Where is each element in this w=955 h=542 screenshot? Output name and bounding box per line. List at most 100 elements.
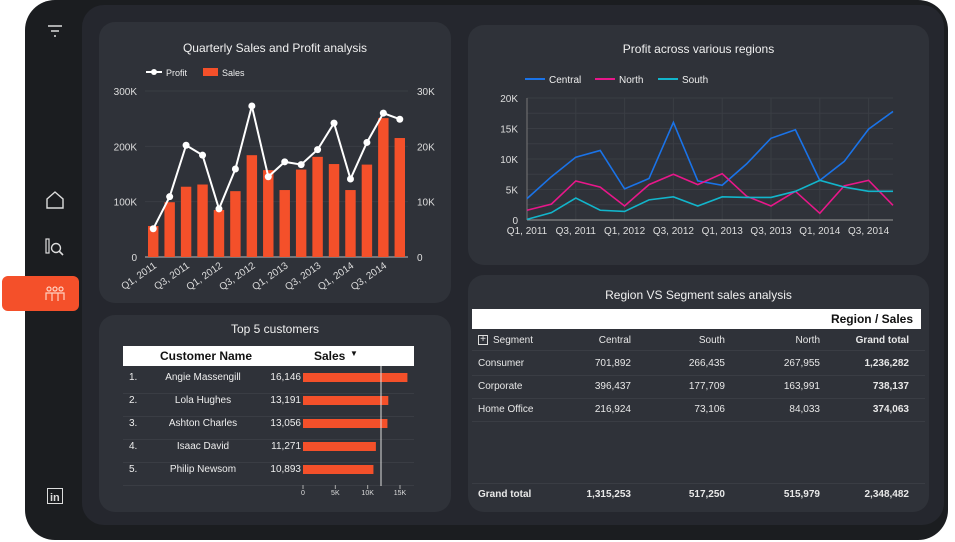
row-label: Home Office (478, 404, 534, 415)
table-cell: 1,236,282 (864, 358, 910, 369)
x-tick: Q3, 2014 (349, 260, 389, 293)
home-icon[interactable] (40, 185, 70, 215)
sales-bar (197, 184, 208, 257)
table-cell: 738,137 (872, 381, 909, 392)
caret-down-icon[interactable]: ▼ (350, 349, 358, 358)
rank: 4. (129, 441, 138, 452)
grand-total-cell: 515,979 (783, 489, 820, 500)
sales-bar (361, 164, 373, 257)
table-row[interactable]: 3. Ashton Charles 13,056 (123, 417, 414, 440)
sales-bar (295, 169, 307, 257)
table-cell: 73,106 (694, 404, 725, 415)
y-tick-right: 10K (417, 198, 435, 209)
table-cell: 374,063 (872, 404, 909, 415)
profit-line (152, 105, 401, 230)
region-profit-chart: 0 5K 10K 15K 20K Q1, 2011 Q3, 2011 Q1, 2012 Q3, … (500, 75, 894, 237)
profit-point (314, 146, 322, 154)
row-label: Corporate (478, 381, 523, 392)
pivot-header: Region / Sales (472, 309, 921, 329)
x-tick: 10K (361, 490, 374, 497)
series-line-south (526, 179, 893, 221)
grand-total-cell: 2,348,482 (864, 489, 910, 500)
linkedin-icon[interactable]: in (40, 481, 70, 511)
x-tick: Q3, 2013 (283, 260, 323, 293)
sidebar-item-customers[interactable] (2, 276, 79, 311)
customer-name: Lola Hughes (174, 395, 232, 406)
region-profit-card: Profit across various regions (468, 25, 929, 265)
column-customer-name[interactable]: Customer Name (160, 349, 253, 363)
sales-bar (230, 191, 241, 257)
column-header[interactable]: Grand total (855, 335, 909, 346)
profit-point (363, 138, 371, 146)
rank: 3. (129, 418, 138, 429)
sales-bar (312, 156, 323, 257)
top-customers-bars: 0 5K 10K 15K (301, 366, 408, 497)
sales-bar (263, 170, 274, 257)
y-tick-left: 200K (114, 142, 138, 153)
profit-point (199, 151, 207, 159)
profit-point (248, 102, 256, 110)
profit-point (231, 165, 239, 173)
y-tick-left: 300K (114, 87, 138, 98)
legend-south: South (682, 75, 708, 86)
customer-name: Isaac David (176, 441, 230, 452)
table-row[interactable]: 2. Lola Hughes 13,191 (123, 394, 414, 417)
profit-point (396, 115, 404, 123)
legend-central: Central (549, 75, 581, 86)
customer-name: Angie Massengill (165, 372, 241, 383)
column-header[interactable]: South (698, 335, 725, 346)
table-row[interactable]: 1. Angie Massengill 16,146 (123, 371, 414, 394)
y-tick: 20K (500, 94, 518, 105)
analytics-search-icon[interactable] (40, 232, 70, 262)
sales-bar (148, 226, 159, 257)
sales-bar (303, 396, 389, 405)
x-tick: Q1, 2011 (120, 260, 160, 292)
x-tick: 5K (331, 490, 340, 497)
series-line-north (526, 172, 894, 215)
sales-bar (164, 202, 175, 257)
card-title: Top 5 customers (230, 322, 320, 336)
sales-bar (246, 155, 258, 257)
x-tick: 0 (301, 490, 305, 497)
table-cell: 177,709 (688, 381, 725, 392)
expand-icon[interactable]: + (478, 335, 488, 345)
sales-value: 16,146 (270, 372, 301, 383)
table-cell: 163,991 (783, 381, 820, 392)
profit-point (215, 205, 223, 213)
sales-bar (303, 373, 408, 382)
sales-bar (180, 186, 192, 257)
column-sales[interactable]: Sales (314, 349, 346, 363)
series-line-central (526, 110, 894, 200)
table-header: Customer Name Sales ▼ (123, 346, 414, 366)
region-segment-card: Region VS Segment sales analysis Region … (468, 275, 929, 512)
x-tick: Q1, 2012 (604, 226, 646, 237)
profit-point (297, 161, 305, 169)
segment-header[interactable]: Segment (493, 335, 534, 346)
table-cell: 701,892 (594, 358, 631, 369)
legend-profit: Profit (166, 68, 188, 78)
sales-value: 13,191 (270, 395, 301, 406)
filter-icon[interactable] (40, 16, 70, 46)
legend-profit-marker (151, 69, 157, 75)
y-tick-right: 0 (417, 253, 423, 264)
y-tick: 10K (500, 155, 518, 166)
x-tick: Q3, 2012 (653, 226, 695, 237)
x-tick: Q1, 2013 (702, 226, 744, 237)
table-row[interactable]: 5. Philip Newsom 10,893 (123, 463, 414, 486)
legend-sales: Sales (222, 68, 245, 78)
sales-bar (345, 190, 356, 257)
customer-name: Ashton Charles (168, 418, 238, 429)
table-row[interactable]: 4. Isaac David 11,271 (123, 440, 414, 463)
people-icon[interactable] (40, 279, 70, 309)
sales-bar (303, 419, 388, 428)
sales-bar (213, 209, 225, 257)
divider (472, 421, 925, 422)
x-tick: Q3, 2011 (556, 226, 597, 237)
legend-north: North (619, 75, 643, 86)
column-header[interactable]: Central (598, 335, 631, 346)
sales-value: 10,893 (270, 464, 301, 475)
table-cell: 267,955 (783, 358, 820, 369)
column-header[interactable]: North (795, 335, 820, 346)
sales-bar (394, 138, 405, 257)
